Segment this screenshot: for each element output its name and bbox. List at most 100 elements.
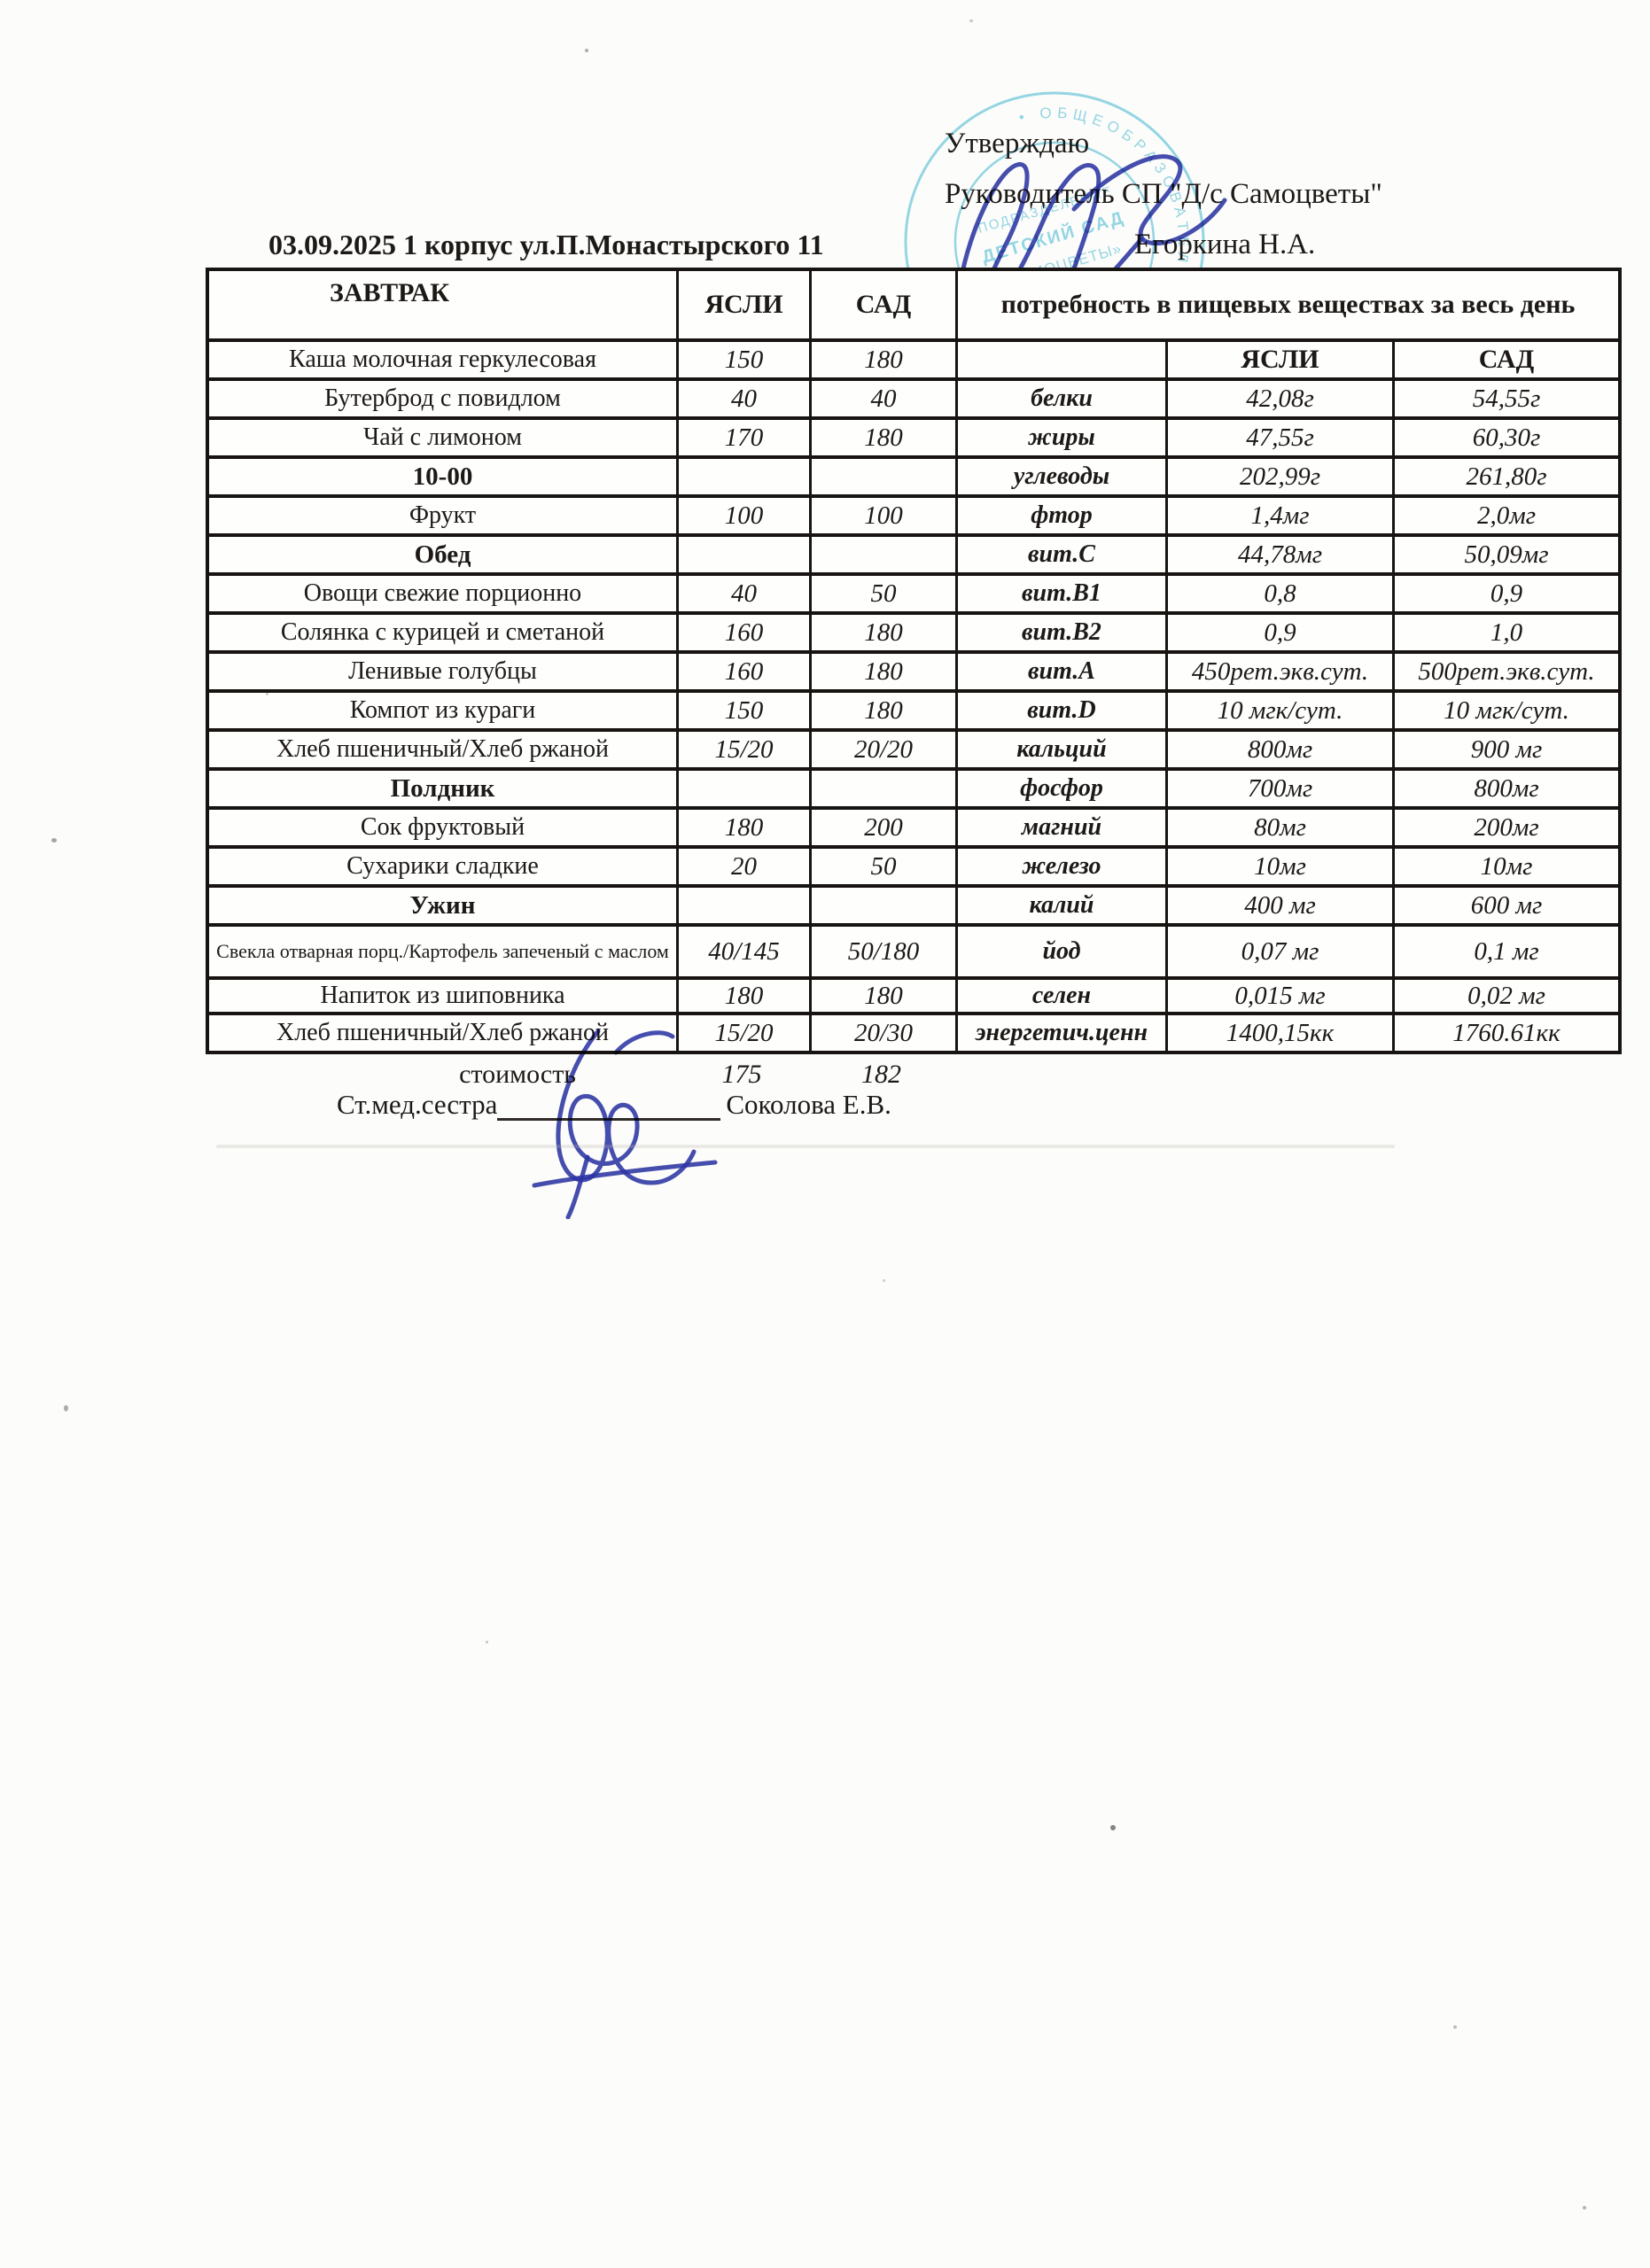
sad-nutrient-cell: 50,09мг — [1395, 537, 1618, 576]
dish-cell: Солянка с курицей и сметаной — [209, 615, 679, 654]
dish-cell: Напиток из шиповника — [209, 980, 679, 1015]
sad-nutrient-cell: 0,02 мг — [1395, 980, 1618, 1015]
sad-nutrient-cell: 54,55г — [1395, 381, 1618, 420]
yasli-nutrient-cell: 10 мгк/сут. — [1168, 693, 1395, 732]
yasli-nutrient-cell: 700мг — [1168, 771, 1395, 810]
nutrient-name-cell: вит.В2 — [958, 615, 1168, 654]
signature-line-nurse — [497, 1083, 721, 1121]
yasli-nutrient-cell: 0,07 мг — [1168, 927, 1395, 980]
yasli-portion-cell: 160 — [679, 654, 812, 693]
nutrient-name-cell: кальций — [958, 732, 1168, 771]
yasli-nutrient-cell: 0,9 — [1168, 615, 1395, 654]
yasli-nutrient-cell: 1400,15кк — [1168, 1015, 1395, 1051]
sad-nutrient-cell: 1,0 — [1395, 615, 1618, 654]
yasli-portion-cell — [679, 888, 812, 927]
scan-speck — [486, 1641, 488, 1643]
cost-sad: 182 — [861, 1060, 901, 1089]
sad-portion-cell — [812, 888, 958, 927]
sad-portion-cell: 180 — [812, 654, 958, 693]
yasli-portion-cell: 180 — [679, 810, 812, 849]
sad-nutrient-cell: 10 мгк/сут. — [1395, 693, 1618, 732]
yasli-nutrient-cell: 80мг — [1168, 810, 1395, 849]
nutrient-name-cell: белки — [958, 381, 1168, 420]
sad-portion-cell: 200 — [812, 810, 958, 849]
sad-portion-cell: 180 — [812, 980, 958, 1015]
sad-nutrient-cell: 261,80г — [1395, 459, 1618, 498]
dish-cell: Хлеб пшеничный/Хлеб ржаной — [209, 732, 679, 771]
approval-block: Утверждаю Руководитель СП "Д/с Самоцветы… — [945, 119, 1382, 270]
sad-portion-cell: 40 — [812, 381, 958, 420]
yasli-portion-cell: 15/20 — [679, 732, 812, 771]
sad-portion-cell: 50 — [812, 849, 958, 888]
scan-speck — [64, 1405, 68, 1411]
yasli-nutrient-cell: 0,015 мг — [1168, 980, 1395, 1015]
nutrient-name-cell: энергетич.ценн — [958, 1015, 1168, 1051]
nutrient-name-cell: магний — [958, 810, 1168, 849]
sad-portion-cell — [812, 537, 958, 576]
dish-cell: Обед — [209, 537, 679, 576]
nurse-row: Ст.мед.сестра Соколова Е.В. — [337, 1083, 891, 1121]
page-title: 03.09.2025 1 корпус ул.П.Монастырского 1… — [269, 229, 824, 260]
yasli-nutrient-cell: 42,08г — [1168, 381, 1395, 420]
nutrient-name-cell: углеводы — [958, 459, 1168, 498]
sad-nutrient-cell: 500рет.экв.сут. — [1395, 654, 1618, 693]
dish-cell: 10-00 — [209, 459, 679, 498]
dish-cell: Хлеб пшеничный/Хлеб ржаной — [209, 1015, 679, 1051]
sad-nutrient-cell: 10мг — [1395, 849, 1618, 888]
yasli-portion-cell: 40/145 — [679, 927, 812, 980]
yasli-portion-cell: 150 — [679, 693, 812, 732]
dish-cell: Бутерброд с повидлом — [209, 381, 679, 420]
yasli-portion-cell: 100 — [679, 498, 812, 537]
yasli-portion-cell: 160 — [679, 615, 812, 654]
yasli-nutrient-cell: ЯСЛИ — [1168, 342, 1395, 381]
sad-portion-cell — [812, 459, 958, 498]
sad-nutrient-cell: 0,1 мг — [1395, 927, 1618, 980]
yasli-nutrient-cell: 1,4мг — [1168, 498, 1395, 537]
dish-cell: Компот из кураги — [209, 693, 679, 732]
sad-portion-cell: 180 — [812, 342, 958, 381]
nutrient-name-cell: вит.В1 — [958, 576, 1168, 615]
scan-streak — [216, 1145, 1395, 1148]
nutrient-name-cell: жиры — [958, 420, 1168, 459]
nutrient-name-cell: фосфор — [958, 771, 1168, 810]
cost-yasli: 175 — [721, 1060, 762, 1089]
dish-cell: Фрукт — [209, 498, 679, 537]
approval-line1: Утверждаю — [945, 128, 1090, 159]
scan-speck — [1110, 1825, 1116, 1830]
yasli-portion-cell: 15/20 — [679, 1015, 812, 1051]
sad-portion-cell: 180 — [812, 615, 958, 654]
signature-line-director — [945, 227, 1134, 270]
sad-nutrient-cell: 0,9 — [1395, 576, 1618, 615]
yasli-portion-cell: 150 — [679, 342, 812, 381]
nutrient-name-cell: вит.С — [958, 537, 1168, 576]
dish-cell: Ленивые голубцы — [209, 654, 679, 693]
sad-nutrient-cell: 1760.61кк — [1452, 1018, 1560, 1047]
yasli-nutrient-cell: 400 мг — [1168, 888, 1395, 927]
sad-nutrient-cell: 800мг — [1395, 771, 1618, 810]
sad-portion-cell: 20/30 — [812, 1015, 958, 1051]
menu-table: ЗАВТРАК ЯСЛИ САД потребность в пищевых в… — [206, 268, 1622, 1054]
nutrient-name-cell: йод — [958, 927, 1168, 980]
sad-portion-cell: 50 — [812, 576, 958, 615]
dish-cell: Сухарики сладкие — [209, 849, 679, 888]
yasli-portion-cell: 170 — [679, 420, 812, 459]
scan-speck — [51, 838, 57, 843]
dish-cell: Полдник — [209, 771, 679, 810]
director-name: Егоркина Н.А. — [1134, 229, 1316, 260]
nutrient-name-cell: калий — [958, 888, 1168, 927]
nutrient-name-cell — [958, 342, 1168, 381]
scan-speck — [1583, 2206, 1586, 2210]
nutrient-name-cell: селен — [958, 980, 1168, 1015]
sad-portion-cell — [812, 771, 958, 810]
nurse-name: Соколова Е.В. — [726, 1089, 891, 1120]
yasli-nutrient-cell: 47,55г — [1168, 420, 1395, 459]
yasli-nutrient-cell: 450рет.экв.сут. — [1168, 654, 1395, 693]
nutrient-name-cell: вит.D — [958, 693, 1168, 732]
scan-speck — [585, 49, 588, 52]
scan-speck — [883, 1279, 885, 1282]
nutrient-name-cell: вит.А — [958, 654, 1168, 693]
yasli-portion-cell: 20 — [679, 849, 812, 888]
dish-cell: Сок фруктовый — [209, 810, 679, 849]
sad-nutrient-cell: 600 мг — [1395, 888, 1618, 927]
